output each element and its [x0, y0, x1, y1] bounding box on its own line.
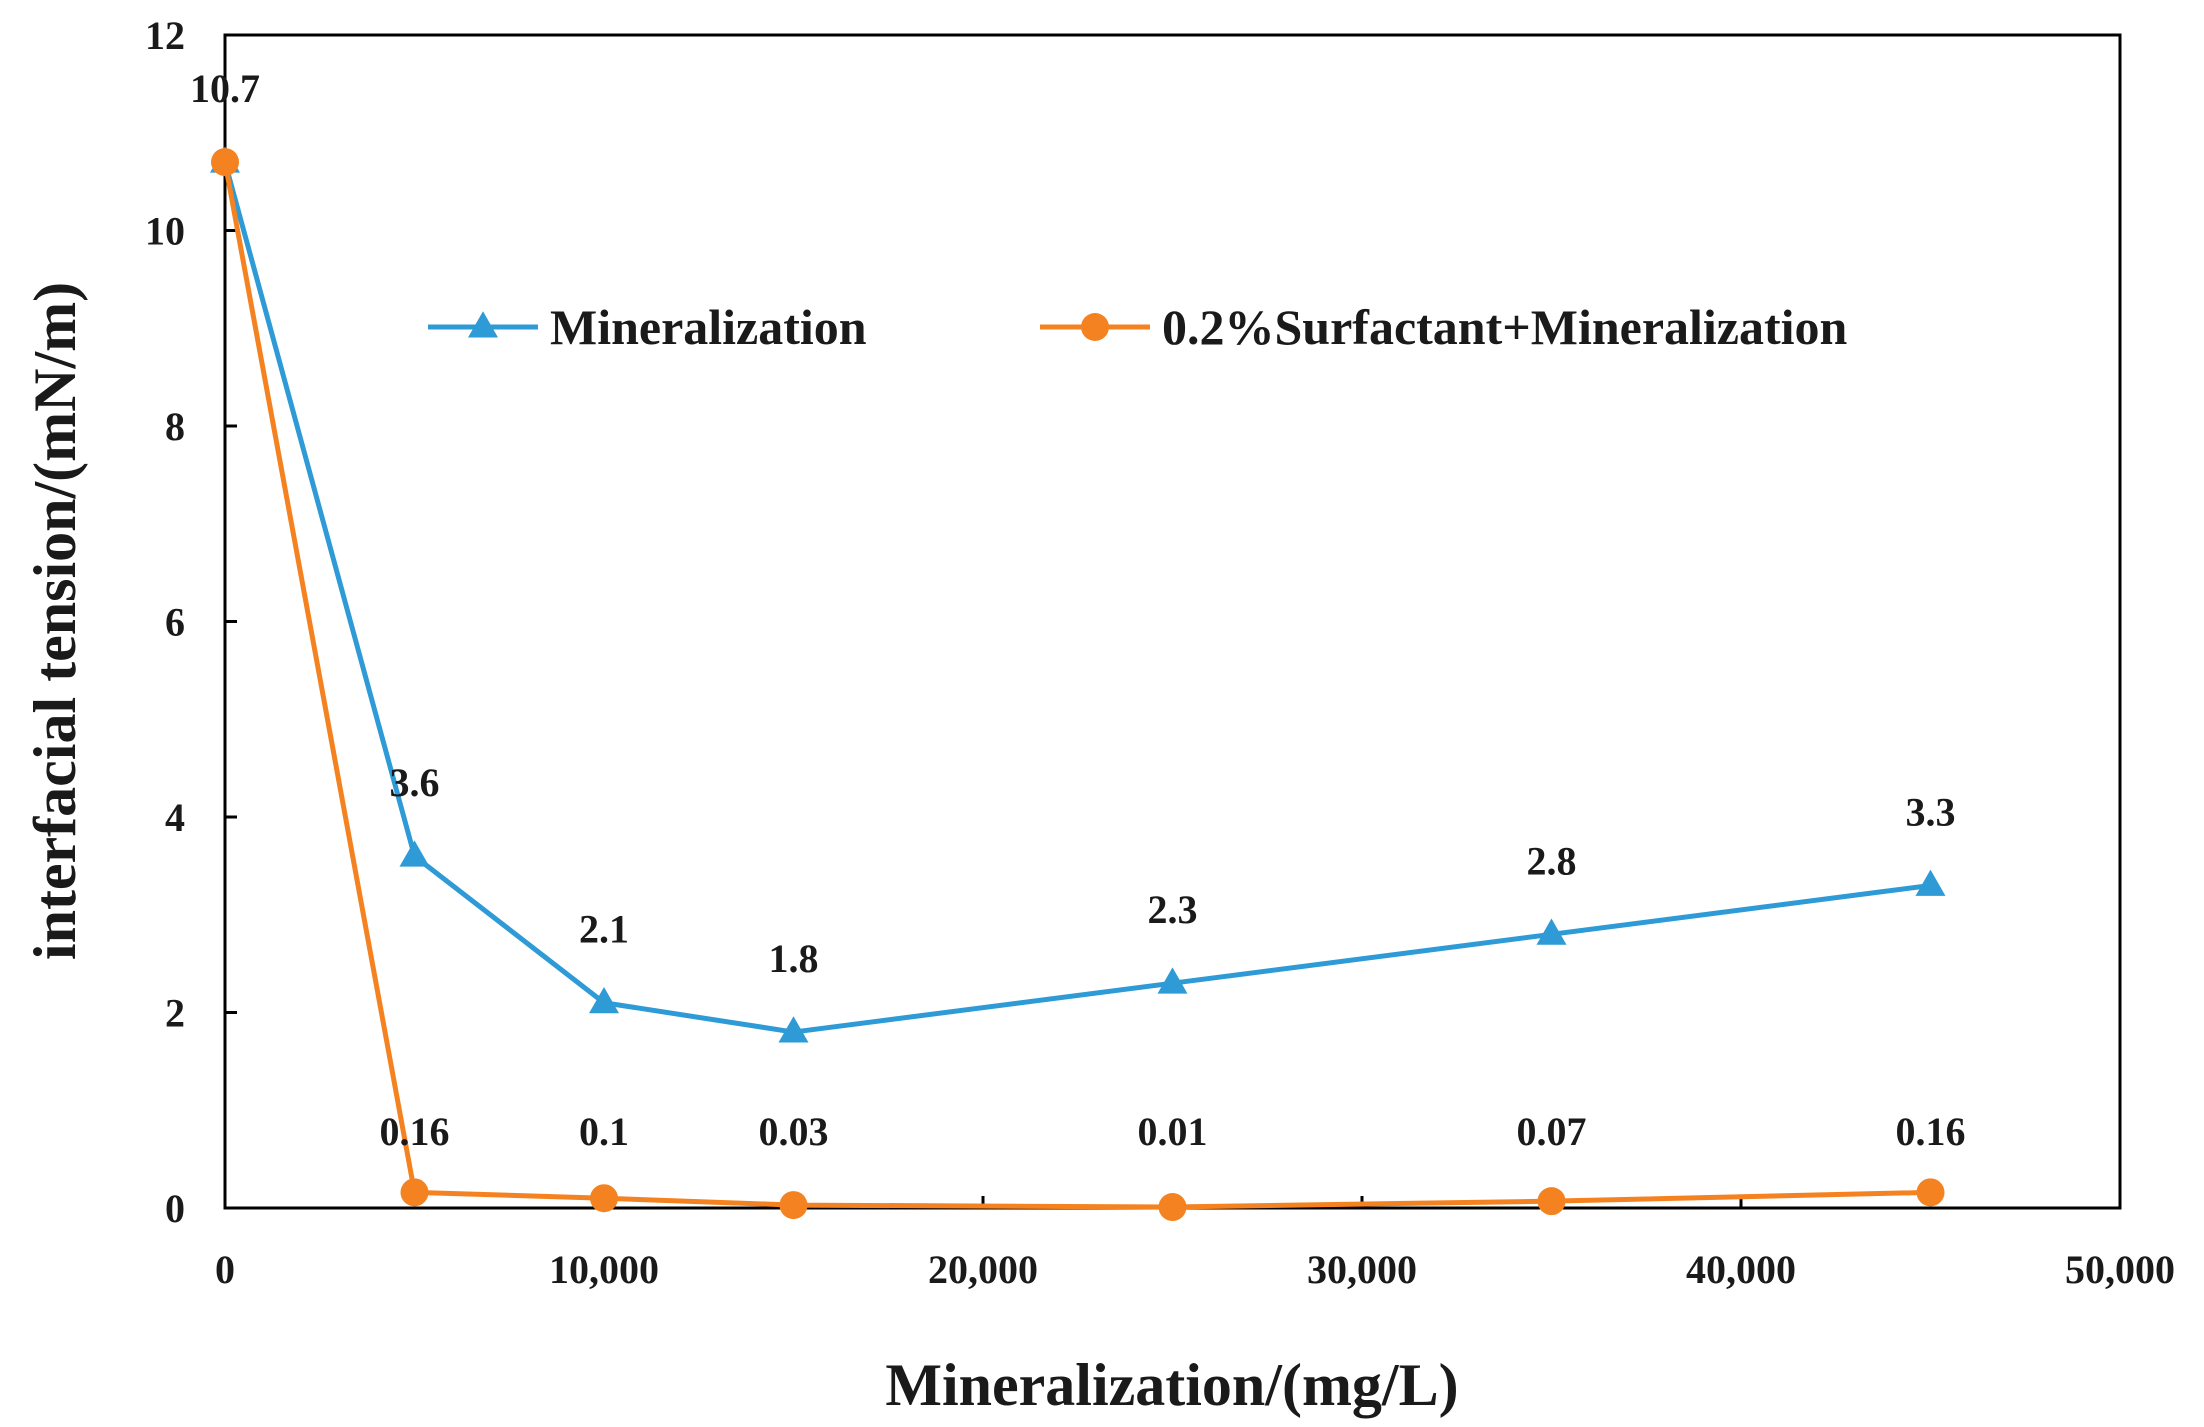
circle-marker — [779, 1191, 808, 1220]
data-label: 2.1 — [579, 907, 629, 952]
y-tick-label: 12 — [145, 13, 185, 58]
circle-marker — [400, 1178, 429, 1207]
y-axis-ticks: 0 2 4 6 8 10 12 — [145, 13, 237, 1231]
x-tick-label: 40,000 — [1686, 1247, 1796, 1292]
legend-label: 0.2%Surfactant+Mineralization — [1162, 299, 1848, 355]
triangle-marker — [468, 311, 498, 338]
data-labels: 10.7 3.6 2.1 1.8 2.3 2.8 3.3 0.16 0.1 0.03 0.01 0.0… — [190, 66, 1966, 1154]
circle-marker — [1158, 1193, 1187, 1222]
y-tick-label: 2 — [165, 991, 185, 1036]
y-tick-label: 10 — [145, 209, 185, 254]
triangle-marker — [778, 1016, 809, 1043]
circle-marker — [1916, 1178, 1945, 1207]
data-label: 0.16 — [380, 1109, 450, 1154]
data-label: 3.3 — [1906, 789, 1956, 834]
x-tick-label: 0 — [215, 1247, 235, 1292]
x-tick-label: 20,000 — [928, 1247, 1038, 1292]
y-axis-title: interfacial tension/(mN/m) — [22, 282, 88, 960]
data-label: 0.07 — [1517, 1109, 1587, 1154]
triangle-marker — [589, 986, 619, 1014]
data-label: 3.6 — [390, 760, 440, 805]
data-label: 2.8 — [1527, 838, 1577, 883]
x-axis-ticks: 0 10,000 20,000 30,000 40,000 50,000 — [215, 1196, 2175, 1292]
y-tick-label: 4 — [165, 795, 185, 840]
data-label: 0.16 — [1896, 1109, 1966, 1154]
data-label: 2.3 — [1148, 887, 1198, 932]
x-tick-label: 30,000 — [1307, 1247, 1417, 1292]
x-tick-label: 10,000 — [549, 1247, 659, 1292]
data-label: 0.1 — [579, 1109, 629, 1154]
series-line — [222, 161, 1931, 1035]
data-label: 10.7 — [190, 66, 260, 111]
circle-marker — [211, 148, 239, 177]
legend: Mineralization 0.2%Surfactant+Mineralizat… — [428, 299, 1848, 355]
y-tick-label: 0 — [165, 1186, 185, 1231]
data-label: 0.01 — [1138, 1109, 1208, 1154]
legend-label: Mineralization — [550, 299, 867, 355]
triangle-marker — [399, 840, 430, 867]
y-tick-label: 6 — [165, 600, 185, 645]
triangle-marker — [1915, 869, 1946, 896]
plot-area-frame — [223, 33, 2122, 1210]
circle-marker — [590, 1184, 618, 1213]
triangle-marker — [1157, 967, 1188, 994]
x-tick-label: 50,000 — [2065, 1247, 2175, 1292]
x-axis-title: Mineralization/(mg/L) — [885, 1352, 1458, 1418]
y-tick-label: 8 — [165, 404, 185, 449]
data-label: 0.03 — [759, 1109, 829, 1154]
data-label: 1.8 — [769, 936, 819, 981]
circle-marker — [1081, 313, 1109, 341]
circle-marker — [1537, 1187, 1566, 1216]
triangle-marker — [1536, 918, 1567, 945]
series-layer — [210, 146, 1946, 1222]
